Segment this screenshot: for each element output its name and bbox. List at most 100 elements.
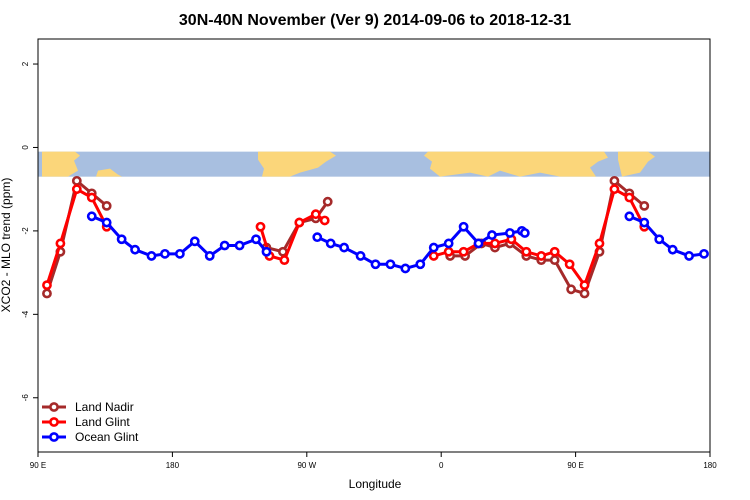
- y-tick-label-1: 0: [21, 145, 30, 150]
- series-2-point-2-3: [667, 244, 678, 255]
- series-2-point-0-3: [130, 244, 140, 255]
- map-land-0: [42, 151, 80, 177]
- series-2-point-2-5: [699, 248, 709, 259]
- series-0-point-0-4: [101, 200, 112, 211]
- map-land-3: [424, 151, 608, 177]
- series-2: [86, 211, 709, 274]
- map-ocean: [38, 151, 710, 177]
- series-2-point-1-3: [355, 251, 366, 261]
- series-2-point-2-1: [639, 217, 650, 228]
- series-2-point-2-0: [624, 211, 635, 222]
- series-0-point-2-7: [549, 255, 560, 266]
- series-2-point-0-7: [189, 236, 200, 247]
- y-tick-label-3: -4: [21, 310, 30, 318]
- series-2-point-1-5: [385, 259, 396, 270]
- y-tick-label-4: -6: [21, 394, 30, 402]
- plot-frame: [37, 38, 711, 453]
- series-2-point-0-12: [261, 246, 272, 257]
- series-1-point-0-3: [86, 192, 97, 203]
- series-1-point-2-2: [458, 246, 469, 257]
- series-1-point-1-2: [279, 255, 290, 266]
- x-tick-label-0: 90 E: [30, 461, 46, 470]
- legend-marker-1: [49, 417, 59, 427]
- series-1-point-2-1: [443, 246, 454, 257]
- x-axis-title: Longitude: [349, 477, 402, 491]
- series-1-point-1-3: [294, 217, 305, 228]
- legend-label-1: Land Glint: [75, 415, 130, 429]
- series-2-point-2-4: [684, 251, 694, 261]
- series-1-point-2-6: [521, 246, 532, 257]
- series-1-point-2-0: [428, 251, 439, 261]
- series-2-point-0-10: [234, 240, 245, 251]
- x-tick-label-4: 90 E: [567, 461, 583, 470]
- series-1-point-2-10: [579, 280, 590, 291]
- series-1-point-2-8: [549, 246, 560, 257]
- series-2-point-1-0: [312, 232, 323, 243]
- series-2-point-1-9: [443, 238, 454, 249]
- series-layer: [42, 175, 709, 299]
- x-tick-label-5: 180: [703, 461, 717, 470]
- x-axis: 90 E 180 90 W 0 90 E 180: [30, 452, 717, 470]
- series-2-point-2-2: [654, 234, 665, 245]
- series-0-point-2-11: [609, 175, 620, 186]
- series-1-point-2-9: [564, 259, 575, 270]
- series-1-line-0: [45, 187, 109, 286]
- series-1-point-1-5: [319, 215, 330, 226]
- series-2-point-1-10: [458, 221, 469, 232]
- series-2-point-0-2: [116, 234, 127, 245]
- series-2-line-1: [316, 225, 526, 270]
- series-0-point-1-4: [322, 196, 333, 207]
- series-2-point-1-2: [339, 242, 350, 253]
- map-strip: [38, 151, 710, 177]
- series-2-point-1-4: [370, 259, 381, 270]
- series-2-point-0-9: [219, 240, 230, 251]
- series-2-point-1-15: [519, 228, 530, 238]
- series-1-point-1-4: [310, 209, 321, 220]
- series-2-point-0-4: [146, 251, 157, 261]
- x-tick-label-3: 0: [439, 461, 444, 470]
- series-2-point-1-8: [428, 242, 439, 253]
- series-1-point-2-11: [594, 238, 605, 249]
- series-2-point-0-11: [251, 234, 261, 245]
- x-tick-label-2: 90 W: [297, 461, 316, 470]
- series-2-point-1-12: [487, 230, 497, 240]
- legend-label-2: Ocean Glint: [75, 430, 139, 444]
- y-axis-title: XCO2 - MLO trend (ppm): [0, 178, 13, 313]
- series-0-point-2-13: [639, 200, 650, 211]
- series-2-point-1-1: [325, 238, 336, 249]
- series-0: [42, 175, 650, 299]
- x-tick-label-1: 180: [166, 461, 180, 470]
- series-0-line-2: [450, 179, 646, 295]
- legend-marker-2: [49, 432, 59, 442]
- series-2-point-1-7: [415, 259, 426, 270]
- series-2-point-0-6: [174, 248, 185, 259]
- series-0-line-0: [45, 179, 108, 294]
- series-2-point-1-6: [400, 263, 411, 274]
- series-2-point-0-1: [101, 217, 112, 228]
- y-tick-label-2: -2: [21, 227, 30, 235]
- series-1-point-0-2: [71, 184, 82, 195]
- series-2-point-0-5: [160, 248, 170, 259]
- map-land-2: [258, 151, 336, 177]
- series-1-point-0-0: [42, 280, 52, 291]
- series-2-point-0-8: [204, 251, 215, 261]
- series-2-point-1-13: [504, 228, 515, 238]
- series-2-point-1-11: [473, 238, 484, 249]
- series-0-point-0-0: [42, 288, 52, 299]
- legend-marker-0: [49, 402, 59, 412]
- map-land-1: [96, 168, 122, 177]
- y-tick-label-0: 2: [21, 61, 30, 66]
- legend-label-0: Land Nadir: [75, 400, 134, 414]
- series-1-point-2-12: [609, 184, 620, 195]
- series-0-point-2-8: [566, 284, 577, 295]
- map-land-4: [618, 151, 655, 177]
- series-1-point-2-4: [490, 238, 500, 249]
- series-1-line-2: [433, 187, 646, 287]
- series-2-point-0-0: [86, 211, 97, 222]
- chart-title: 30N-40N November (Ver 9) 2014-09-06 to 2…: [179, 12, 571, 29]
- series-1: [42, 184, 650, 291]
- series-1-point-2-13: [624, 192, 635, 203]
- series-0-point-2-9: [579, 288, 590, 299]
